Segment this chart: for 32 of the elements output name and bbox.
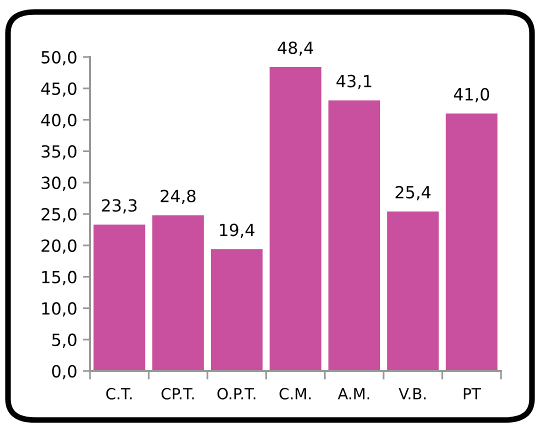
bar: [328, 100, 380, 371]
y-tick-label: 20,0: [42, 239, 76, 254]
x-tick-label: CP.T.: [162, 388, 194, 400]
data-label: 25,4: [396, 186, 431, 200]
data-label: 41,0: [454, 88, 490, 102]
y-tick-label: 15,0: [42, 270, 76, 286]
y-tick-label: 5,0: [52, 334, 76, 348]
x-tick-label: V.B.: [398, 388, 426, 400]
y-tick-label: 25,0: [42, 208, 76, 222]
x-tick-label: C.T.: [106, 388, 132, 400]
data-label: 43,1: [336, 74, 372, 90]
y-tick-label: 35,0: [42, 145, 76, 160]
bar: [270, 67, 322, 371]
data-label: 24,8: [160, 190, 196, 204]
y-tick-label: 45,0: [41, 82, 76, 97]
bar: [94, 224, 146, 371]
bar: [210, 249, 263, 371]
bar: [152, 215, 204, 371]
bar: [446, 114, 498, 371]
x-tick-label: C.M.: [280, 388, 311, 400]
y-tick-label: 40,0: [41, 114, 76, 128]
y-tick-label: 10,0: [42, 302, 76, 316]
x-tick-label: PT: [464, 388, 481, 400]
y-tick-label: 30,0: [42, 176, 76, 191]
data-label: 48,4: [278, 41, 314, 56]
y-tick-label: 50,0: [42, 50, 76, 66]
bar: [387, 211, 439, 371]
y-tick-label: 0,0: [52, 364, 76, 380]
data-label: 23,3: [102, 199, 137, 214]
data-label: 19,4: [220, 224, 254, 238]
x-tick-label: A.M.: [338, 388, 370, 400]
x-tick-label: O.P.T.: [217, 388, 256, 400]
